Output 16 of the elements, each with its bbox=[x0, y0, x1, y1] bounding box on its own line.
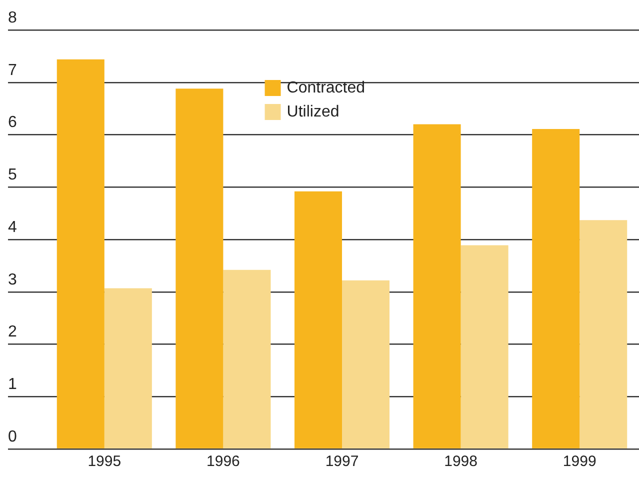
y-tick-label: 8 bbox=[8, 9, 17, 26]
x-tick-label: 1998 bbox=[444, 453, 478, 470]
x-tick-label: 1997 bbox=[325, 453, 359, 470]
y-tick-label: 4 bbox=[8, 218, 17, 236]
y-tick-label: 7 bbox=[8, 62, 17, 79]
legend-label: Contracted bbox=[286, 79, 366, 96]
y-tick-label: 1 bbox=[8, 376, 17, 394]
y-tick-label: 0 bbox=[8, 428, 17, 446]
y-tick-label: 6 bbox=[8, 114, 17, 132]
y-tick-label: 5 bbox=[8, 166, 17, 184]
x-tick-label: 1996 bbox=[206, 453, 240, 470]
y-tick-label: 3 bbox=[8, 271, 17, 288]
legend-label: Utilized bbox=[286, 103, 340, 120]
y-tick-label: 2 bbox=[8, 324, 17, 341]
x-tick-label: 1995 bbox=[88, 453, 122, 470]
x-tick-label: 1999 bbox=[562, 453, 596, 470]
